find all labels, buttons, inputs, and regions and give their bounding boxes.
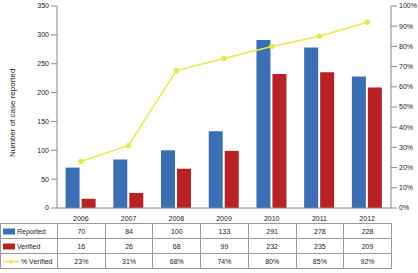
svg-text:300: 300 [37, 31, 49, 38]
html-text:291: 291 [266, 227, 278, 235]
html-text:74%: 74% [217, 257, 232, 265]
html-text:Reported: Reported [17, 227, 46, 235]
svg-text:2010: 2010 [264, 215, 280, 222]
svg-text:2012: 2012 [359, 215, 375, 222]
html-text:84: 84 [125, 227, 133, 235]
svg-text:2006: 2006 [73, 215, 89, 222]
html-text:26: 26 [125, 242, 133, 250]
svg-text:350: 350 [37, 2, 49, 9]
svg-text:60%: 60% [399, 83, 410, 90]
svg-text:2011: 2011 [312, 215, 327, 222]
svg-text:2009: 2009 [216, 215, 232, 222]
html-text:209: 209 [361, 242, 374, 250]
svg-text:2007: 2007 [121, 215, 137, 222]
html-text:80%: 80% [265, 257, 280, 265]
svg-text:0%: 0% [399, 204, 409, 211]
svg-text:70%: 70% [399, 63, 410, 70]
html-text:% Verified: % Verified [21, 257, 53, 265]
html-text:70: 70 [77, 227, 86, 235]
svg-text:50: 50 [41, 176, 49, 183]
html-text:Verified: Verified [17, 242, 41, 250]
html-text:31%: 31% [122, 257, 137, 265]
html-text:228: 228 [361, 227, 374, 235]
html-text:278: 278 [314, 227, 326, 235]
svg-text:150: 150 [37, 118, 49, 125]
svg-text:20%: 20% [399, 164, 410, 171]
svg-text:2008: 2008 [168, 215, 184, 222]
svg-text:0: 0 [45, 204, 49, 211]
html-text:99: 99 [220, 242, 229, 250]
svg-text:40%: 40% [399, 124, 410, 131]
svg-text:100: 100 [37, 147, 49, 154]
svg-text:100%: 100% [399, 2, 410, 9]
svg-text:250: 250 [37, 60, 49, 67]
svg-text:50%: 50% [399, 103, 410, 110]
html-text:235: 235 [314, 242, 326, 250]
html-text:133: 133 [218, 227, 231, 235]
html-text:68%: 68% [169, 257, 184, 265]
svg-text:10%: 10% [399, 184, 410, 191]
html-text:232: 232 [266, 242, 278, 250]
svg-text:200: 200 [37, 89, 49, 96]
html-text:68: 68 [172, 242, 181, 250]
html-text:100: 100 [170, 227, 183, 235]
html-text:16: 16 [77, 242, 86, 250]
html-text:23%: 23% [74, 257, 89, 265]
svg-text:80%: 80% [399, 43, 410, 50]
html-text:92%: 92% [360, 257, 375, 265]
html-text:85%: 85% [312, 257, 327, 265]
svg-text:30%: 30% [399, 144, 410, 151]
svg-text:90%: 90% [399, 23, 410, 30]
svg-text:Number of case reported: Number of case reported [8, 69, 17, 158]
